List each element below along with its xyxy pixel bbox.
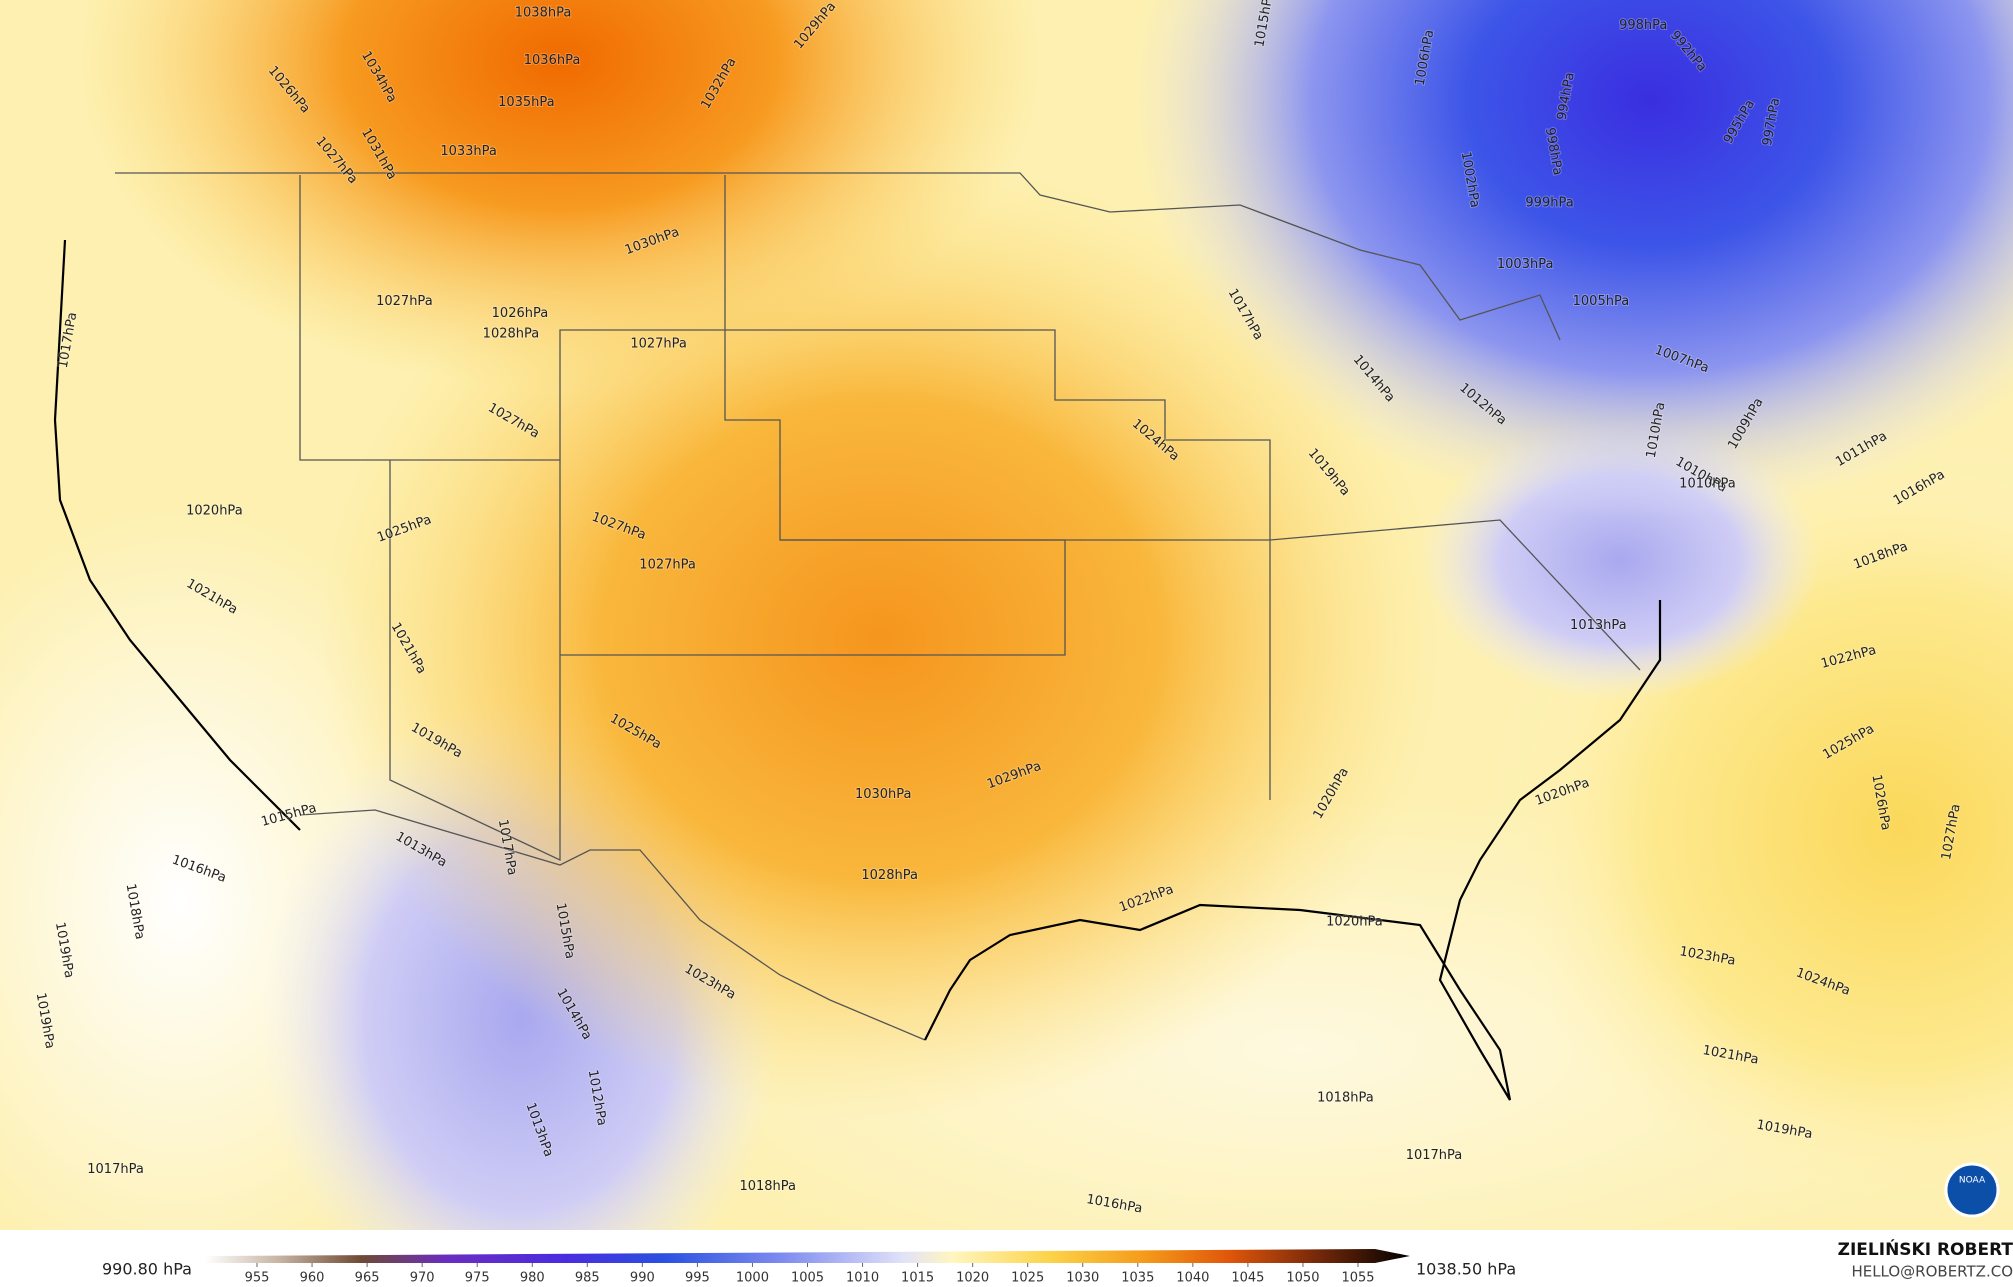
isobar-label: 1030hPa — [855, 787, 912, 802]
colorbar-min: 990.80 hPa — [102, 1260, 192, 1279]
colorbar-tick-label: 975 — [465, 1271, 490, 1286]
colorbar-tick-label: 1050 — [1286, 1271, 1319, 1286]
colorbar-ticks: 955 960 965 970 975 980 985 990 995 1000 1005 1010 1… — [245, 1263, 1375, 1286]
state-lines — [559, 329, 1271, 800]
colorbar-tick-label: 1045 — [1231, 1271, 1264, 1286]
coastline — [53, 239, 301, 831]
isobar-label: 1010hPa — [1679, 477, 1736, 492]
colorbar-tick-label: 970 — [410, 1271, 435, 1286]
colorbar-tick-label: 960 — [300, 1271, 325, 1286]
state-lines — [299, 175, 1066, 656]
logo-circle — [1944, 1162, 2000, 1218]
colorbar-tick-label: 1005 — [791, 1271, 824, 1286]
isobar-label: 1026hPa — [492, 306, 549, 321]
colorbar-tick-label: 1035 — [1121, 1271, 1154, 1286]
colorbar-tick-label: 990 — [630, 1271, 655, 1286]
isobar-label: 1013hPa — [1570, 618, 1627, 633]
isobar-label: 1027hPa — [376, 294, 433, 309]
isobar-label: 1035hPa — [498, 95, 555, 110]
isobar-label: 1017hPa — [1406, 1148, 1463, 1163]
colorbar-tick-label: 1040 — [1176, 1271, 1209, 1286]
borders — [115, 172, 1641, 1041]
colorbar-tick-label: 965 — [355, 1271, 380, 1286]
state-lines — [780, 519, 1641, 671]
isobar-label: 1018hPa — [1317, 1090, 1374, 1105]
isobar-label: 1020hPa — [1326, 914, 1383, 929]
isobar-label: 999hPa — [1525, 195, 1573, 210]
isobar-label: 1038hPa — [515, 5, 572, 20]
colorbar-tick-label: 1000 — [736, 1271, 769, 1286]
isobar-label: 1027hPa — [630, 337, 687, 352]
us-canada-border — [115, 172, 1561, 341]
colorbar-tick-label: 955 — [245, 1271, 270, 1286]
logo-text: NOAA — [1959, 1176, 1986, 1186]
credit-name: ZIELIŃSKI ROBERT — [1838, 1238, 2013, 1260]
isobar-label: 1033hPa — [440, 144, 497, 159]
us-mexico-border — [299, 809, 926, 1041]
isobar-label: 1027hPa — [639, 557, 696, 572]
credit-contact: HELLO@ROBERTZ.CO — [1851, 1263, 2013, 1281]
colorbar-tick-label: 980 — [520, 1271, 545, 1286]
isobar-label: 998hPa — [1619, 18, 1667, 33]
colorbar-tick-label: 985 — [575, 1271, 600, 1286]
coastline — [924, 600, 1662, 1101]
colorbar-tick-label: 1055 — [1341, 1271, 1374, 1286]
colorbar-tick-label: 1010 — [846, 1271, 879, 1286]
coastlines — [53, 239, 1662, 1101]
logo: NOAA — [1944, 1162, 2000, 1218]
isobar-label: 1020hPa — [186, 504, 243, 519]
isobar-label: 1028hPa — [861, 868, 918, 883]
colorbar-tick-label: 1015 — [901, 1271, 934, 1286]
colorbar-tick-label: 1030 — [1066, 1271, 1099, 1286]
isobar-label: 1003hPa — [1497, 257, 1554, 272]
colorbar-max: 1038.50 hPa — [1416, 1260, 1516, 1279]
colorbar-tick-label: 1020 — [956, 1271, 989, 1286]
isobar-label: 1018hPa — [739, 1179, 796, 1194]
colorbar-tick-label: 1025 — [1011, 1271, 1044, 1286]
isobar-label: 1017hPa — [87, 1162, 144, 1177]
isobar-label: 1005hPa — [1573, 294, 1630, 309]
colorbar — [205, 1249, 1410, 1263]
isobar-label: 1028hPa — [483, 326, 540, 341]
isobar-label: 1036hPa — [524, 53, 581, 68]
colorbar-tick-label: 995 — [685, 1271, 710, 1286]
state-lines — [389, 460, 561, 862]
